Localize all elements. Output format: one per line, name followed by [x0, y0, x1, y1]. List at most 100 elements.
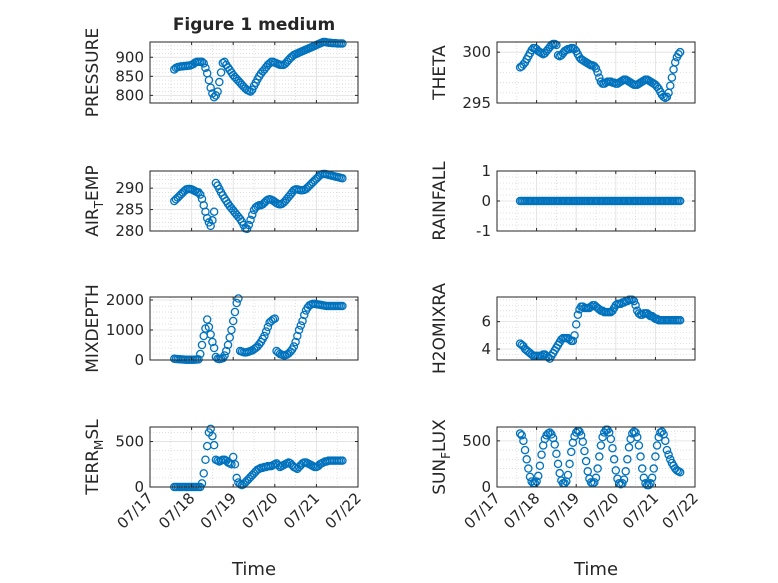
data-point: [652, 441, 662, 450]
data-point: [209, 440, 219, 450]
data-point: [647, 473, 657, 483]
data-point: [624, 443, 634, 452]
y-tick-label: 300: [462, 43, 491, 61]
subplot-h2omixra: 4 6 H2OMIXRA: [430, 283, 696, 374]
data-point: [202, 213, 212, 223]
data-point: [228, 316, 238, 326]
data-point: [215, 77, 224, 87]
data-point: [208, 337, 217, 347]
data-point: [204, 75, 214, 85]
data-point: [522, 455, 531, 464]
data-point: [519, 436, 528, 446]
data-point: [534, 471, 543, 481]
data-point: [208, 431, 217, 441]
data-point: [598, 432, 607, 442]
data-point: [591, 473, 601, 483]
y-tick-label: 290: [115, 179, 144, 197]
data-point: [623, 455, 632, 464]
data-point: [517, 431, 527, 440]
data-point: [338, 456, 347, 465]
y-axis-label: RAINFALL: [430, 161, 450, 241]
data-point: [296, 321, 306, 330]
data-point: [670, 58, 680, 67]
y-tick-label: 1: [481, 162, 491, 180]
data-point: [194, 355, 203, 364]
y-axis-label: PRESSURE: [83, 28, 103, 117]
data-point: [537, 450, 546, 459]
y-axis-label: AIRTEMP: [83, 165, 106, 236]
data-point: [338, 39, 347, 48]
data-point: [633, 432, 642, 442]
data-point: [291, 337, 300, 347]
data-point: [590, 478, 599, 487]
y-tick-label: 1000: [106, 321, 144, 339]
data-point: [664, 450, 673, 459]
data-point: [651, 452, 660, 461]
y-tick-label: 2000: [106, 291, 144, 309]
data-point: [637, 464, 647, 473]
y-axis-label: THETA: [430, 45, 450, 101]
data-point: [674, 49, 683, 59]
data-point: [294, 325, 304, 335]
data-point: [234, 294, 243, 303]
data-point: [593, 68, 602, 77]
data-point: [213, 87, 222, 96]
data-point: [662, 92, 672, 102]
x-tick-label: 07/19: [197, 489, 240, 532]
x-tick-label: 07/22: [322, 489, 365, 532]
subplot-air_temp: 280 285 290 AIRTEMP: [83, 165, 359, 240]
axes-box: [496, 426, 696, 488]
data-point: [196, 190, 205, 199]
y-tick-label: 0: [134, 351, 144, 369]
y-tick-label: 800: [115, 86, 144, 104]
data-point: [675, 316, 685, 325]
data-point: [675, 467, 685, 477]
data-point: [222, 346, 231, 356]
data-point: [223, 340, 233, 350]
data-point: [206, 330, 215, 339]
data-point: [661, 436, 670, 446]
data-point: [659, 92, 668, 102]
data-point: [220, 351, 229, 360]
data-point: [608, 443, 617, 453]
data-point: [621, 467, 630, 476]
data-point: [230, 460, 240, 469]
data-point: [667, 73, 677, 82]
data-point: [591, 64, 601, 73]
data-point: [634, 441, 644, 450]
x-tick-label: 07/19: [540, 489, 583, 532]
data-point: [611, 466, 621, 475]
axes-box: [149, 296, 359, 361]
y-tick-label: 280: [115, 222, 144, 240]
data-point: [293, 331, 302, 341]
data-point: [230, 307, 240, 317]
x-tick-label: 07/20: [579, 489, 622, 532]
data-point: [567, 447, 576, 457]
y-tick-label: 295: [462, 94, 491, 112]
data-point: [206, 83, 215, 93]
data-point: [552, 449, 561, 459]
y-axis-label: SUNFLUX: [430, 419, 453, 495]
x-tick-label: 07/21: [619, 489, 662, 532]
data-point: [246, 215, 255, 225]
y-tick-label: 6: [481, 313, 491, 331]
data-point: [520, 445, 530, 455]
data-point: [552, 40, 561, 50]
data-point: [606, 434, 616, 444]
data-point: [524, 464, 533, 473]
x-tick-label: 07/21: [280, 489, 323, 532]
y-axis-label: H2OMIXRA: [430, 283, 450, 374]
data-point: [609, 455, 619, 464]
y-tick-label: -1: [476, 222, 491, 240]
data-point: [197, 57, 207, 67]
data-point: [580, 446, 589, 456]
data-point: [570, 331, 579, 340]
data-point: [204, 322, 214, 332]
data-point: [206, 221, 215, 231]
data-point: [199, 59, 208, 68]
data-point: [227, 325, 236, 335]
data-point: [270, 314, 280, 323]
data-point: [232, 298, 241, 308]
data-point: [537, 48, 546, 58]
